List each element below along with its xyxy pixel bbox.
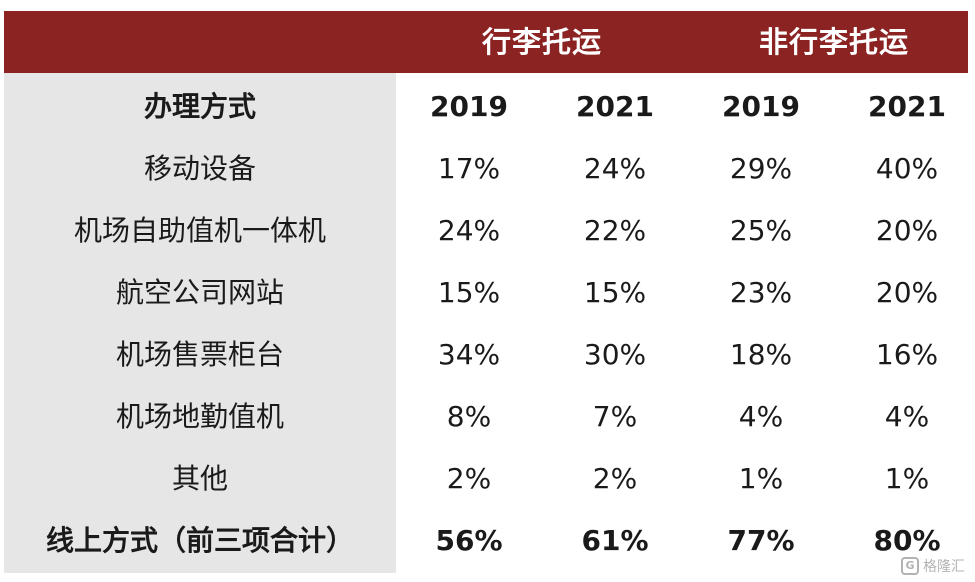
row-value: 7% (592, 400, 638, 433)
row-value: 20% (875, 214, 939, 247)
table-row: 其他 2% 2% 1% 1% (4, 448, 968, 510)
row-value: 40% (875, 152, 939, 185)
row-label: 航空公司网站 (115, 276, 284, 309)
row-value: 4% (738, 400, 784, 433)
row-value: 2% (446, 462, 492, 495)
table-row: 机场售票柜台 34% 30% 18% 16% (4, 324, 968, 386)
row-value: 23% (729, 276, 793, 309)
row-value: 4% (884, 400, 930, 433)
table-header-row: 办理方式 2019 2021 2019 2021 (4, 76, 968, 138)
summary-label: 线上方式（前三项合计） (45, 524, 354, 557)
summary-value: 77% (727, 524, 795, 557)
table-row: 航空公司网站 15% 15% 23% 20% (4, 262, 968, 324)
header-year-non-baggage-2021: 2021 (868, 90, 946, 123)
watermark-text: 格隆汇 (923, 559, 965, 575)
header-year-baggage-2021: 2021 (576, 90, 654, 123)
row-label: 其他 (171, 462, 228, 495)
row-label: 机场自助值机一体机 (73, 214, 326, 247)
header-year-baggage-2019: 2019 (430, 90, 508, 123)
watermark-logo-icon: G (901, 557, 919, 575)
summary-value: 56% (435, 524, 503, 557)
watermark: G 格隆汇 (901, 556, 965, 576)
summary-value: 61% (581, 524, 649, 557)
row-value: 17% (437, 152, 501, 185)
row-value: 24% (583, 152, 647, 185)
group-header-non-baggage: 非行李托运 (758, 25, 909, 59)
header-band (4, 11, 968, 73)
row-value: 15% (437, 276, 501, 309)
row-label: 移动设备 (143, 152, 256, 185)
table-row: 移动设备 17% 24% 29% 40% (4, 138, 968, 200)
row-value: 1% (738, 462, 784, 495)
group-header-baggage: 行李托运 (481, 25, 602, 59)
row-value: 15% (583, 276, 647, 309)
row-value: 18% (729, 338, 793, 371)
table-row: 机场地勤值机 8% 7% 4% 4% (4, 386, 968, 448)
row-value: 8% (446, 400, 492, 433)
summary-value: 80% (873, 524, 941, 557)
row-value: 24% (437, 214, 501, 247)
row-value: 34% (437, 338, 501, 371)
label-column-background (4, 73, 396, 573)
table-summary-row: 线上方式（前三项合计） 56% 61% 77% 80% (4, 510, 968, 572)
row-value: 16% (875, 338, 939, 371)
row-label: 机场售票柜台 (115, 338, 284, 371)
table-row: 机场自助值机一体机 24% 22% 25% 20% (4, 200, 968, 262)
row-value: 25% (729, 214, 793, 247)
row-value: 29% (729, 152, 793, 185)
row-value: 30% (583, 338, 647, 371)
row-value: 1% (884, 462, 930, 495)
row-label: 机场地勤值机 (115, 400, 284, 433)
row-value: 2% (592, 462, 638, 495)
row-value: 20% (875, 276, 939, 309)
header-label-method: 办理方式 (143, 90, 256, 123)
row-value: 22% (583, 214, 647, 247)
header-year-non-baggage-2019: 2019 (722, 90, 800, 123)
